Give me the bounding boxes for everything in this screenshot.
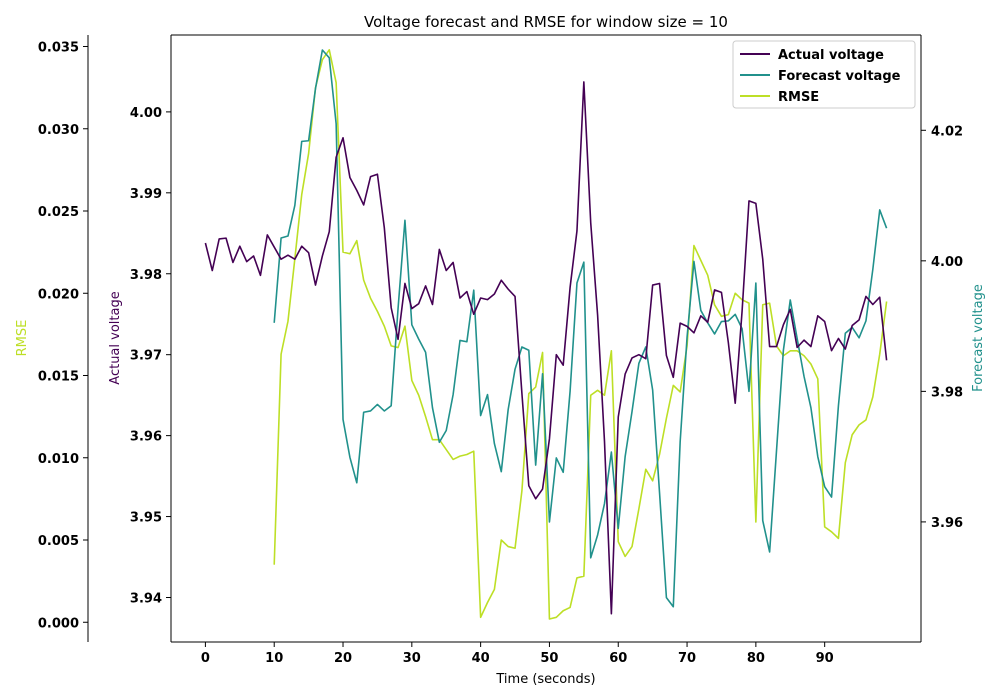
y-rmse-tick-label: 0.030 bbox=[38, 123, 79, 138]
y-forecast-tick-label: 4.00 bbox=[931, 255, 963, 270]
y-axis-actual-label: Actual voltage bbox=[108, 291, 123, 384]
y-forecast-tick-label: 3.98 bbox=[931, 385, 963, 400]
y-axis-rmse-label: RMSE bbox=[15, 320, 30, 357]
y-rmse-tick-label: 0.005 bbox=[38, 534, 79, 549]
y-actual-tick-label: 3.94 bbox=[130, 591, 162, 606]
y-axis-forecast-label: Forecast voltage bbox=[971, 284, 986, 392]
y-rmse-tick-label: 0.025 bbox=[38, 205, 79, 220]
y-actual-tick-label: 3.98 bbox=[130, 268, 162, 283]
x-tick-label: 50 bbox=[540, 651, 558, 666]
plot-background bbox=[171, 35, 921, 642]
legend-label-forecast: Forecast voltage bbox=[778, 69, 901, 84]
y-rmse-tick-label: 0.015 bbox=[38, 370, 79, 385]
series-layer bbox=[204, 48, 888, 620]
x-tick-label: 20 bbox=[334, 651, 352, 666]
y-forecast-tick-label: 3.96 bbox=[931, 516, 963, 531]
x-axis-ticks: 0 10 20 30 40 50 60 70 80 90 bbox=[201, 642, 834, 666]
chart-title: Voltage forecast and RMSE for window siz… bbox=[364, 13, 728, 31]
y-actual-tick-label: 3.97 bbox=[130, 349, 162, 364]
series-line-rmse bbox=[273, 48, 888, 620]
legend-label-actual: Actual voltage bbox=[778, 48, 884, 63]
y-rmse-tick-label: 0.010 bbox=[38, 452, 79, 467]
y-axis-rmse-ticks: 0.000 0.005 0.010 0.015 0.020 0.025 0.030 0.035 bbox=[38, 41, 88, 631]
x-tick-label: 60 bbox=[609, 651, 627, 666]
y-axis-actual-ticks: 3.94 3.95 3.96 3.97 3.98 3.99 4.00 bbox=[130, 106, 171, 606]
x-tick-label: 10 bbox=[265, 651, 283, 666]
series-line-forecast-voltage bbox=[273, 49, 888, 608]
y-actual-tick-label: 3.95 bbox=[130, 511, 162, 526]
y-actual-tick-label: 4.00 bbox=[130, 106, 162, 121]
plot-spines bbox=[87, 34, 922, 643]
legend-box bbox=[732, 40, 916, 109]
y-rmse-tick-label: 0.000 bbox=[38, 616, 79, 631]
series-line-actual-voltage bbox=[204, 81, 888, 615]
x-tick-label: 0 bbox=[201, 651, 210, 666]
y-forecast-tick-label: 4.02 bbox=[931, 124, 963, 139]
x-tick-label: 30 bbox=[403, 651, 421, 666]
legend: Actual voltage Forecast voltage RMSE bbox=[732, 40, 916, 109]
x-axis-label: Time (seconds) bbox=[495, 672, 595, 687]
x-tick-label: 80 bbox=[747, 651, 765, 666]
y-actual-tick-label: 3.96 bbox=[130, 430, 162, 445]
x-tick-label: 40 bbox=[472, 651, 490, 666]
y-rmse-tick-label: 0.035 bbox=[38, 41, 79, 56]
legend-label-rmse: RMSE bbox=[778, 90, 819, 105]
y-actual-tick-label: 3.99 bbox=[130, 187, 162, 202]
x-tick-label: 70 bbox=[678, 651, 696, 666]
y-axis-forecast-ticks: 3.96 3.98 4.00 4.02 bbox=[921, 124, 963, 531]
x-tick-label: 90 bbox=[816, 651, 834, 666]
y-rmse-tick-label: 0.020 bbox=[38, 287, 79, 302]
